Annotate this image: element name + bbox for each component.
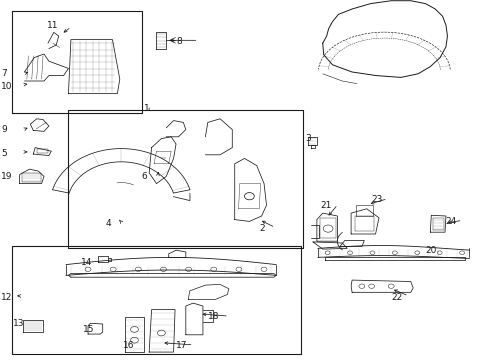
Text: 20: 20 xyxy=(425,246,436,255)
Text: 18: 18 xyxy=(207,312,219,321)
Text: 8: 8 xyxy=(176,37,182,46)
Text: 21: 21 xyxy=(320,201,331,210)
Text: 4: 4 xyxy=(105,219,111,228)
Text: 24: 24 xyxy=(444,217,455,226)
Text: 3: 3 xyxy=(305,134,311,143)
Text: 7: 7 xyxy=(1,69,7,78)
Text: 22: 22 xyxy=(390,292,402,302)
Text: 5: 5 xyxy=(1,149,7,158)
Text: 14: 14 xyxy=(81,258,92,267)
Text: 6: 6 xyxy=(142,172,147,181)
Text: 1: 1 xyxy=(144,104,150,112)
Text: 12: 12 xyxy=(1,292,12,302)
Text: 19: 19 xyxy=(1,172,13,181)
Text: 23: 23 xyxy=(371,195,382,204)
Text: 13: 13 xyxy=(13,320,25,328)
Text: 17: 17 xyxy=(176,341,187,350)
Text: 2: 2 xyxy=(259,224,264,233)
Text: 10: 10 xyxy=(1,82,13,91)
Text: 15: 15 xyxy=(83,325,95,334)
Text: 11: 11 xyxy=(46,21,58,30)
Text: 16: 16 xyxy=(123,341,135,350)
Text: 9: 9 xyxy=(1,125,7,134)
